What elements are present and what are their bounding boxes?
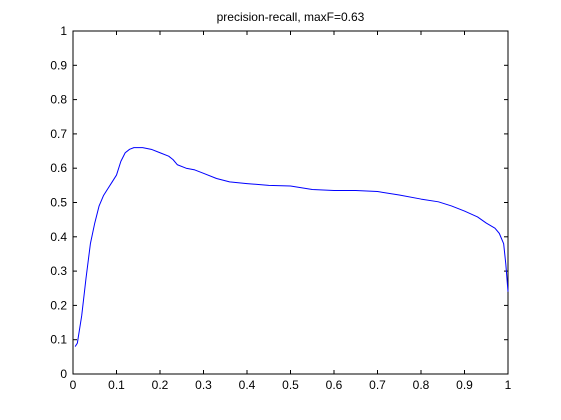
x-tick-label: 0.2 bbox=[152, 378, 169, 392]
y-tick-label: 0.1 bbox=[50, 333, 67, 347]
x-tick-label: 0.4 bbox=[239, 378, 256, 392]
chart-title: precision-recall, maxF=0.63 bbox=[217, 10, 365, 24]
y-tick-label: 0.3 bbox=[50, 264, 67, 278]
plot-area bbox=[72, 30, 509, 375]
y-tick-label: 0.5 bbox=[50, 196, 67, 210]
axis-tick-labels: 0 0.1 0.2 0.3 0.4 0.5 0.6 0.7 0.8 0.9 1 0 0.1 0.2 0.3 0… bbox=[50, 24, 511, 392]
x-tick-label: 0.7 bbox=[369, 378, 386, 392]
series-group bbox=[74, 147, 509, 347]
axis-ticks bbox=[72, 30, 509, 375]
x-tick-label: 0.5 bbox=[282, 378, 299, 392]
y-tick-label: 0.8 bbox=[50, 93, 67, 107]
y-tick-label: 0.9 bbox=[50, 58, 67, 72]
x-tick-label: 0.9 bbox=[456, 378, 473, 392]
y-tick-label: 1 bbox=[60, 24, 67, 38]
y-tick-label: 0.2 bbox=[50, 298, 67, 312]
x-tick-label: 0.6 bbox=[326, 378, 343, 392]
x-tick-label: 0.8 bbox=[413, 378, 430, 392]
x-tick-label: 0.1 bbox=[108, 378, 125, 392]
x-tick-label: 0.3 bbox=[195, 378, 212, 392]
x-tick-label: 0 bbox=[70, 378, 77, 392]
y-tick-label: 0.4 bbox=[50, 230, 67, 244]
y-tick-label: 0 bbox=[60, 367, 67, 381]
y-tick-label: 0.7 bbox=[50, 127, 67, 141]
series-line-0 bbox=[74, 147, 509, 347]
x-tick-label: 1 bbox=[505, 378, 512, 392]
y-tick-label: 0.6 bbox=[50, 161, 67, 175]
